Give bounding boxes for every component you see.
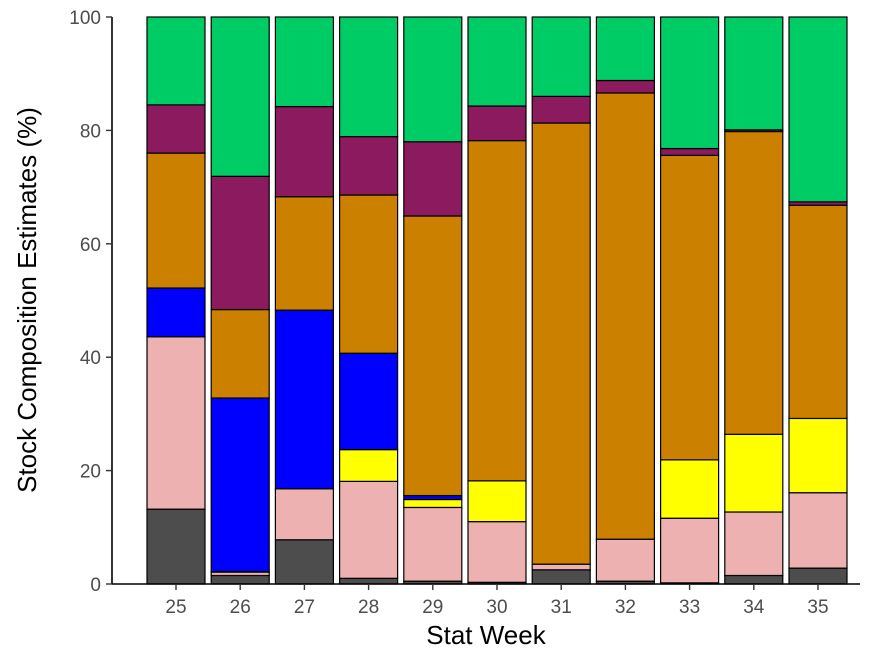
bar-segment-week-30-series-6 bbox=[467, 105, 527, 142]
y-tick-label: 0 bbox=[90, 575, 101, 596]
bar-segment-week-33-series-7 bbox=[659, 16, 720, 150]
bar-segment-week-33-series-5 bbox=[659, 154, 720, 461]
bar-segment-week-25-series-2 bbox=[146, 336, 206, 510]
bar-segment-week-26-series-5 bbox=[210, 308, 270, 399]
bar-segment-week-25-series-1 bbox=[146, 508, 206, 585]
bar-segment-week-28-series-7 bbox=[339, 16, 399, 138]
y-axis-ticks: 0 20 40 60 80 100 bbox=[69, 8, 112, 596]
bar-segment-week-28-series-6 bbox=[339, 136, 399, 196]
bar-segment-week-34-series-2 bbox=[724, 511, 784, 577]
bar-segment-week-29-series-7 bbox=[403, 16, 463, 143]
y-tick-label: 60 bbox=[80, 235, 101, 256]
bar-segment-week-32-series-6 bbox=[595, 79, 656, 94]
bar-segment-week-35-series-5 bbox=[788, 204, 848, 420]
bar-segment-week-35-series-1 bbox=[788, 567, 848, 585]
x-tick-label: 30 bbox=[486, 597, 507, 618]
bar-segment-week-35-series-2 bbox=[788, 492, 848, 569]
bar-segment-week-34-series-7 bbox=[724, 16, 784, 131]
bar-segment-week-29-series-3 bbox=[403, 498, 463, 509]
bar-segment-week-31-series-2 bbox=[531, 563, 591, 571]
bar-segment-week-29-series-2 bbox=[403, 506, 463, 582]
bar-segment-week-29-series-5 bbox=[403, 215, 463, 497]
bar-segment-week-27-series-4 bbox=[274, 309, 334, 490]
bar-segment-week-31-series-6 bbox=[531, 95, 591, 124]
bar-segment-week-30-series-3 bbox=[467, 480, 527, 523]
bar-segment-week-34-series-1 bbox=[724, 574, 784, 585]
y-tick-label: 100 bbox=[69, 8, 101, 29]
bar-segment-week-32-series-7 bbox=[595, 16, 656, 82]
bar-segment-week-28-series-1 bbox=[339, 577, 399, 585]
bar-segment-week-27-series-1 bbox=[274, 539, 334, 585]
bar-segment-week-30-series-2 bbox=[467, 521, 527, 583]
bar-segment-week-34-series-5 bbox=[724, 130, 784, 435]
bar-segment-week-32-series-2 bbox=[595, 538, 656, 582]
x-tick-label: 32 bbox=[615, 597, 636, 618]
x-axis-title: Stat Week bbox=[426, 620, 546, 650]
bar-segment-week-26-series-1 bbox=[210, 574, 270, 585]
x-tick-label: 27 bbox=[294, 597, 315, 618]
bar-segment-week-29-series-6 bbox=[403, 141, 463, 217]
x-tick-label: 28 bbox=[358, 597, 379, 618]
x-tick-label: 26 bbox=[230, 597, 251, 618]
bar-segment-week-32-series-5 bbox=[595, 92, 656, 540]
bar-segment-week-34-series-3 bbox=[724, 433, 784, 513]
bar-segment-week-30-series-7 bbox=[467, 16, 527, 107]
bar-segment-week-28-series-3 bbox=[339, 449, 399, 482]
bar-segment-week-25-series-6 bbox=[146, 104, 206, 154]
bar-segment-week-27-series-6 bbox=[274, 105, 334, 198]
bar-segment-week-30-series-5 bbox=[467, 140, 527, 482]
bar-segment-week-28-series-2 bbox=[339, 480, 399, 579]
y-axis-title: Stock Composition Estimates (%) bbox=[12, 107, 42, 493]
bar-segment-week-28-series-4 bbox=[339, 352, 399, 451]
y-tick-label: 40 bbox=[80, 348, 101, 369]
bar-segment-week-33-series-3 bbox=[659, 459, 720, 519]
y-tick-label: 20 bbox=[80, 462, 101, 483]
bar-segment-week-25-series-7 bbox=[146, 16, 206, 106]
bar-segment-week-27-series-7 bbox=[274, 16, 334, 108]
bar-segment-week-28-series-5 bbox=[339, 194, 399, 354]
bar-segment-week-31-series-1 bbox=[531, 569, 591, 585]
y-tick-label: 80 bbox=[80, 121, 101, 142]
x-tick-label: 33 bbox=[679, 597, 700, 618]
bar-segment-week-31-series-7 bbox=[531, 16, 591, 97]
x-axis-ticks: 25 26 27 28 29 30 31 32 33 34 35 bbox=[165, 584, 829, 618]
x-tick-label: 29 bbox=[422, 597, 443, 618]
bar-segment-week-35-series-7 bbox=[788, 16, 848, 203]
bar-segment-week-33-series-6 bbox=[659, 147, 720, 156]
x-tick-label: 25 bbox=[165, 597, 186, 618]
bar-segment-week-25-series-5 bbox=[146, 152, 206, 289]
bar-segment-week-26-series-7 bbox=[210, 16, 270, 177]
bar-segment-week-27-series-5 bbox=[274, 196, 334, 311]
x-tick-label: 31 bbox=[551, 597, 572, 618]
bar-segment-week-35-series-3 bbox=[788, 417, 848, 494]
bar-segment-week-27-series-2 bbox=[274, 488, 334, 541]
bar-segment-week-33-series-2 bbox=[659, 517, 720, 584]
bar-segment-week-26-series-6 bbox=[210, 175, 270, 311]
x-tick-label: 35 bbox=[807, 597, 828, 618]
bars-layer bbox=[146, 16, 848, 585]
x-tick-label: 34 bbox=[743, 597, 765, 618]
bar-segment-week-31-series-5 bbox=[531, 122, 591, 565]
bar-segment-week-25-series-4 bbox=[146, 287, 206, 338]
bar-segment-week-26-series-4 bbox=[210, 397, 270, 573]
